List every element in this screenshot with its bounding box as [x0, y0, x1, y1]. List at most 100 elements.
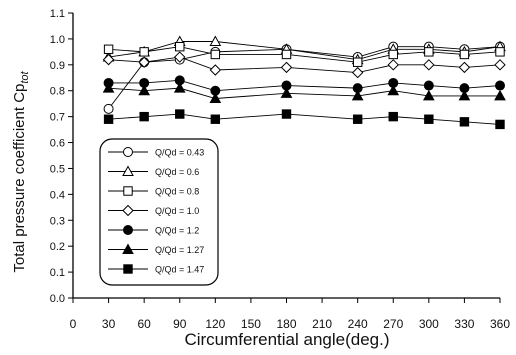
series-line	[108, 56, 501, 74]
data-point	[139, 111, 149, 122]
legend-marker	[122, 243, 134, 254]
y-tick-label: 0.5	[50, 163, 65, 175]
data-point	[423, 80, 434, 91]
data-point	[281, 49, 292, 60]
data-point	[352, 114, 363, 124]
series-3	[103, 41, 505, 67]
legend-item: Q/Qd = 1.27	[108, 243, 204, 255]
data-point	[495, 80, 505, 91]
axes: 0.0 0.1 0.2 0.3 0.4 0.5 0.6 0.7 0.8 0.9 1.0 1.1 0 30 6…	[50, 8, 511, 331]
series-line	[108, 41, 501, 61]
data-point	[494, 89, 506, 101]
y-tick-label: 0.2	[50, 241, 65, 253]
series-line	[108, 46, 501, 63]
legend: Q/Qd = 0.43 Q/Qd = 0.6 Q/Qd = 0.8 Q/Qd = 1.…	[99, 138, 219, 286]
data-point	[174, 51, 186, 63]
legend-marker	[123, 186, 133, 196]
legend-item: Q/Qd = 0.43	[108, 147, 204, 158]
x-tick-label: 240	[348, 317, 368, 331]
legend-label: Q/Qd = 1.27	[155, 245, 204, 255]
legend-item: Q/Qd = 1.2	[108, 225, 199, 236]
data-point	[424, 114, 434, 124]
legend-item: Q/Qd = 0.6	[108, 165, 199, 177]
legend-label: Q/Qd = 1.47	[155, 265, 204, 275]
y-axis-label: Total pressure coefficient Cptot	[11, 70, 31, 272]
series-line	[108, 79, 501, 92]
data-point	[103, 44, 114, 54]
data-point	[495, 47, 505, 57]
data-point	[422, 89, 435, 101]
y-tick-label: 0.1	[50, 267, 65, 279]
data-point	[388, 49, 398, 60]
series-layer	[102, 35, 506, 130]
x-tick-label: 270	[383, 317, 403, 331]
x-tick-label: 210	[312, 317, 332, 331]
data-point	[102, 53, 115, 66]
data-point	[173, 82, 186, 93]
data-point	[424, 47, 434, 57]
x-tick-label: 30	[102, 317, 116, 331]
legend-marker	[123, 225, 133, 235]
legend-label: Q/Qd = 0.8	[155, 187, 199, 197]
data-point	[138, 84, 151, 96]
x-tick-label: 0	[70, 317, 77, 331]
series-5	[103, 75, 505, 96]
data-point	[351, 66, 364, 79]
x-tick-label: 150	[241, 317, 261, 331]
data-point	[351, 89, 364, 101]
x-tick-label: 120	[205, 317, 225, 331]
data-point	[458, 89, 471, 101]
data-point	[280, 61, 293, 74]
data-point	[388, 111, 398, 122]
data-point	[103, 103, 114, 114]
x-tick-label: 300	[419, 317, 439, 331]
data-point	[423, 59, 435, 71]
data-point	[494, 59, 506, 71]
y-tick-label: 1.0	[50, 34, 65, 46]
series-line	[108, 46, 501, 110]
data-point	[459, 117, 470, 127]
data-point	[352, 57, 363, 67]
series-line	[108, 113, 501, 125]
y-tick-label: 0.4	[50, 189, 65, 201]
data-point	[175, 41, 185, 52]
y-tick-label: 0.6	[50, 138, 65, 150]
legend-item: Q/Qd = 1.47	[108, 264, 204, 275]
legend-marker	[122, 165, 134, 176]
y-tick-label: 0.8	[50, 86, 65, 98]
y-axis-label-main: Total pressure coefficient Cp	[11, 84, 28, 273]
x-tick-label: 60	[137, 317, 151, 331]
legend-label: Q/Qd = 1.2	[155, 226, 199, 236]
x-tick-label: 90	[173, 317, 187, 331]
y-tick-label: 1.1	[50, 8, 65, 20]
legend-marker	[123, 147, 133, 157]
legend-label: Q/Qd = 0.43	[155, 148, 204, 158]
data-point	[139, 47, 149, 57]
data-point	[175, 109, 185, 119]
legend-marker	[123, 264, 133, 274]
y-tick-label: 0.3	[50, 215, 65, 227]
legend-label: Q/Qd = 0.6	[155, 167, 199, 177]
data-point	[138, 56, 150, 68]
data-point	[387, 84, 400, 96]
y-tick-label: 0.9	[50, 60, 65, 72]
series-4	[102, 51, 506, 79]
y-tick-label: 0.7	[50, 112, 65, 124]
data-point	[209, 35, 222, 46]
data-point	[102, 82, 115, 93]
y-axis-label-subscript: tot	[19, 70, 31, 83]
data-point	[280, 87, 293, 98]
x-tick-label: 330	[454, 317, 474, 331]
data-point	[210, 49, 221, 60]
x-axis-label: Circumferential angle(deg.)	[184, 330, 389, 349]
y-tick-label: 0.0	[50, 293, 65, 305]
data-point	[459, 49, 470, 60]
data-point	[281, 109, 292, 119]
legend-label: Q/Qd = 1.0	[155, 206, 199, 216]
legend-item: Q/Qd = 1.0	[108, 204, 199, 217]
series-line	[108, 87, 500, 99]
data-point	[103, 114, 114, 124]
data-point	[209, 64, 222, 76]
data-point	[209, 92, 222, 103]
